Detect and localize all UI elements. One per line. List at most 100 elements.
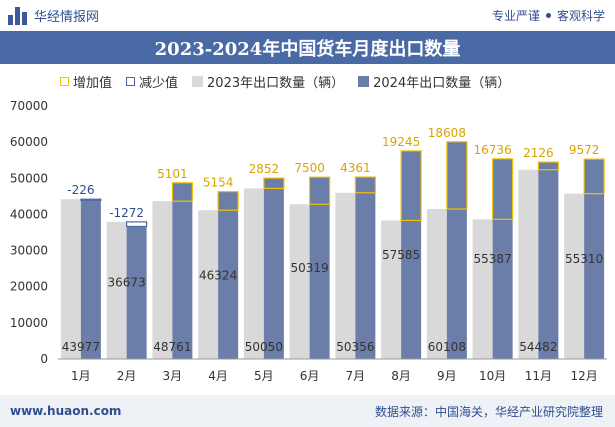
change-box-increase xyxy=(537,161,559,171)
change-box-increase xyxy=(583,158,605,195)
chart-legend: 增加值 减少值 2023年出口数量（辆） 2024年出口数量（辆） xyxy=(60,72,510,91)
change-label: -226 xyxy=(67,183,94,197)
value-label: 46324 xyxy=(199,268,237,282)
change-label: 5154 xyxy=(203,176,234,190)
y-tick-label: 10000 xyxy=(10,316,48,330)
legend-item-2024: 2024年出口数量（辆） xyxy=(358,72,510,91)
x-tick-label: 6月 xyxy=(300,369,320,383)
brand-logo-icon xyxy=(8,6,28,25)
value-label: 36673 xyxy=(108,275,146,289)
bar-2024 xyxy=(172,182,193,359)
value-label: 55387 xyxy=(474,252,512,266)
increase-swatch-icon xyxy=(60,77,69,86)
value-label: 50319 xyxy=(291,261,329,275)
bar-2024 xyxy=(584,159,605,359)
change-label: 9572 xyxy=(569,143,600,157)
legend-label-increase: 增加值 xyxy=(73,76,113,91)
change-box-increase xyxy=(354,176,376,194)
bar-2024 xyxy=(263,178,284,359)
bar-2024 xyxy=(492,158,513,359)
tag-objective: 客观科学 xyxy=(556,9,605,23)
y-tick-label: 40000 xyxy=(10,207,48,221)
value-label: 50356 xyxy=(336,340,374,354)
x-tick-label: 7月 xyxy=(346,369,366,383)
x-tick-label: 8月 xyxy=(391,369,411,383)
chart-title-bar: 2023-2024年中国货车月度出口数量 xyxy=(0,31,615,64)
change-label: -1272 xyxy=(109,206,144,220)
value-label: 43977 xyxy=(62,340,100,354)
tag-professional: 专业严谨 xyxy=(491,9,540,23)
bar-2023 xyxy=(381,220,402,359)
change-label: 19245 xyxy=(382,135,420,149)
y-tick-label: 0 xyxy=(40,352,48,366)
legend-item-increase: 增加值 xyxy=(60,72,112,91)
tagline: 专业严谨 客观科学 xyxy=(492,7,605,24)
bar-2023 xyxy=(152,201,173,359)
bar-2023 xyxy=(518,169,539,359)
change-box-decrease xyxy=(80,198,102,201)
x-tick-label: 1月 xyxy=(71,369,91,383)
x-tick-label: 12月 xyxy=(570,369,597,383)
bar-2023 xyxy=(106,221,127,359)
value-label: 57585 xyxy=(382,248,420,262)
dot-icon xyxy=(545,13,551,18)
bar-2023 xyxy=(198,210,219,359)
bar-2023 xyxy=(335,192,356,359)
value-label: 60108 xyxy=(428,340,466,354)
legend-item-decrease: 减少值 xyxy=(126,72,178,91)
change-label: 4361 xyxy=(340,161,371,175)
x-tick-label: 10月 xyxy=(479,369,506,383)
legend-label-2024: 2024年出口数量（辆） xyxy=(373,76,511,91)
change-label: 16736 xyxy=(474,143,512,157)
change-box-increase xyxy=(263,177,285,190)
change-box-increase xyxy=(217,190,239,211)
change-label: 2852 xyxy=(249,162,280,176)
decrease-swatch-icon xyxy=(126,77,136,86)
bar-2023 xyxy=(243,188,264,359)
change-box-decrease xyxy=(126,221,148,228)
x-tick-label: 11月 xyxy=(525,369,552,383)
bar-2024 xyxy=(218,191,239,359)
y-tick-label: 20000 xyxy=(10,280,48,294)
bar-chart: 0 10000 20000 30000 40000 50000 60000 70000 -226… xyxy=(10,99,607,383)
bar-2023 xyxy=(426,209,447,359)
chart-title: 2023-2024年中国货车月度出口数量 xyxy=(154,38,461,60)
x-tick-label: 2月 xyxy=(117,369,137,383)
change-box-increase xyxy=(446,141,468,210)
legend-label-2023: 2023年出口数量（辆） xyxy=(207,76,345,91)
x-tick-label: 3月 xyxy=(163,369,183,383)
footer-site: www.huaon.com xyxy=(10,404,122,418)
top-bar: 华经情报网 专业严谨 客观科学 xyxy=(0,0,615,31)
bar-2023 xyxy=(472,219,493,359)
footer: www.huaon.com 数据来源：中国海关，华经产业研究院整理 xyxy=(0,395,615,427)
bar-2024 xyxy=(309,177,330,359)
value-label: 55310 xyxy=(565,252,603,266)
bar-2024 xyxy=(401,150,422,359)
bar-2024 xyxy=(446,141,467,359)
y-tick-label: 60000 xyxy=(10,135,48,149)
bar-2024 xyxy=(126,226,147,359)
bar-2024 xyxy=(538,162,559,359)
bar-2023 xyxy=(60,199,81,359)
bar-2023 xyxy=(289,204,310,359)
brand-name: 华经情报网 xyxy=(34,10,100,25)
y-tick-label: 70000 xyxy=(10,99,48,113)
change-label: 2126 xyxy=(523,146,554,160)
y-tick-label: 30000 xyxy=(10,244,48,258)
bar-2024 xyxy=(355,176,376,359)
value-label: 54482 xyxy=(519,340,557,354)
change-box-increase xyxy=(309,176,331,205)
legend-item-2023: 2023年出口数量（辆） xyxy=(192,72,344,91)
change-box-increase xyxy=(492,158,514,220)
bar-2023 xyxy=(564,193,585,359)
change-label: 5101 xyxy=(157,167,188,181)
value-label: 50050 xyxy=(245,340,283,354)
change-box-increase xyxy=(171,182,193,202)
x-tick-label: 9月 xyxy=(437,369,457,383)
y-tick-label: 50000 xyxy=(10,171,48,185)
value-label: 48761 xyxy=(153,340,191,354)
brand: 华经情报网 xyxy=(8,6,99,25)
legend-label-decrease: 减少值 xyxy=(139,76,179,91)
bar-2024 xyxy=(80,200,101,359)
change-label: 7500 xyxy=(294,161,325,175)
